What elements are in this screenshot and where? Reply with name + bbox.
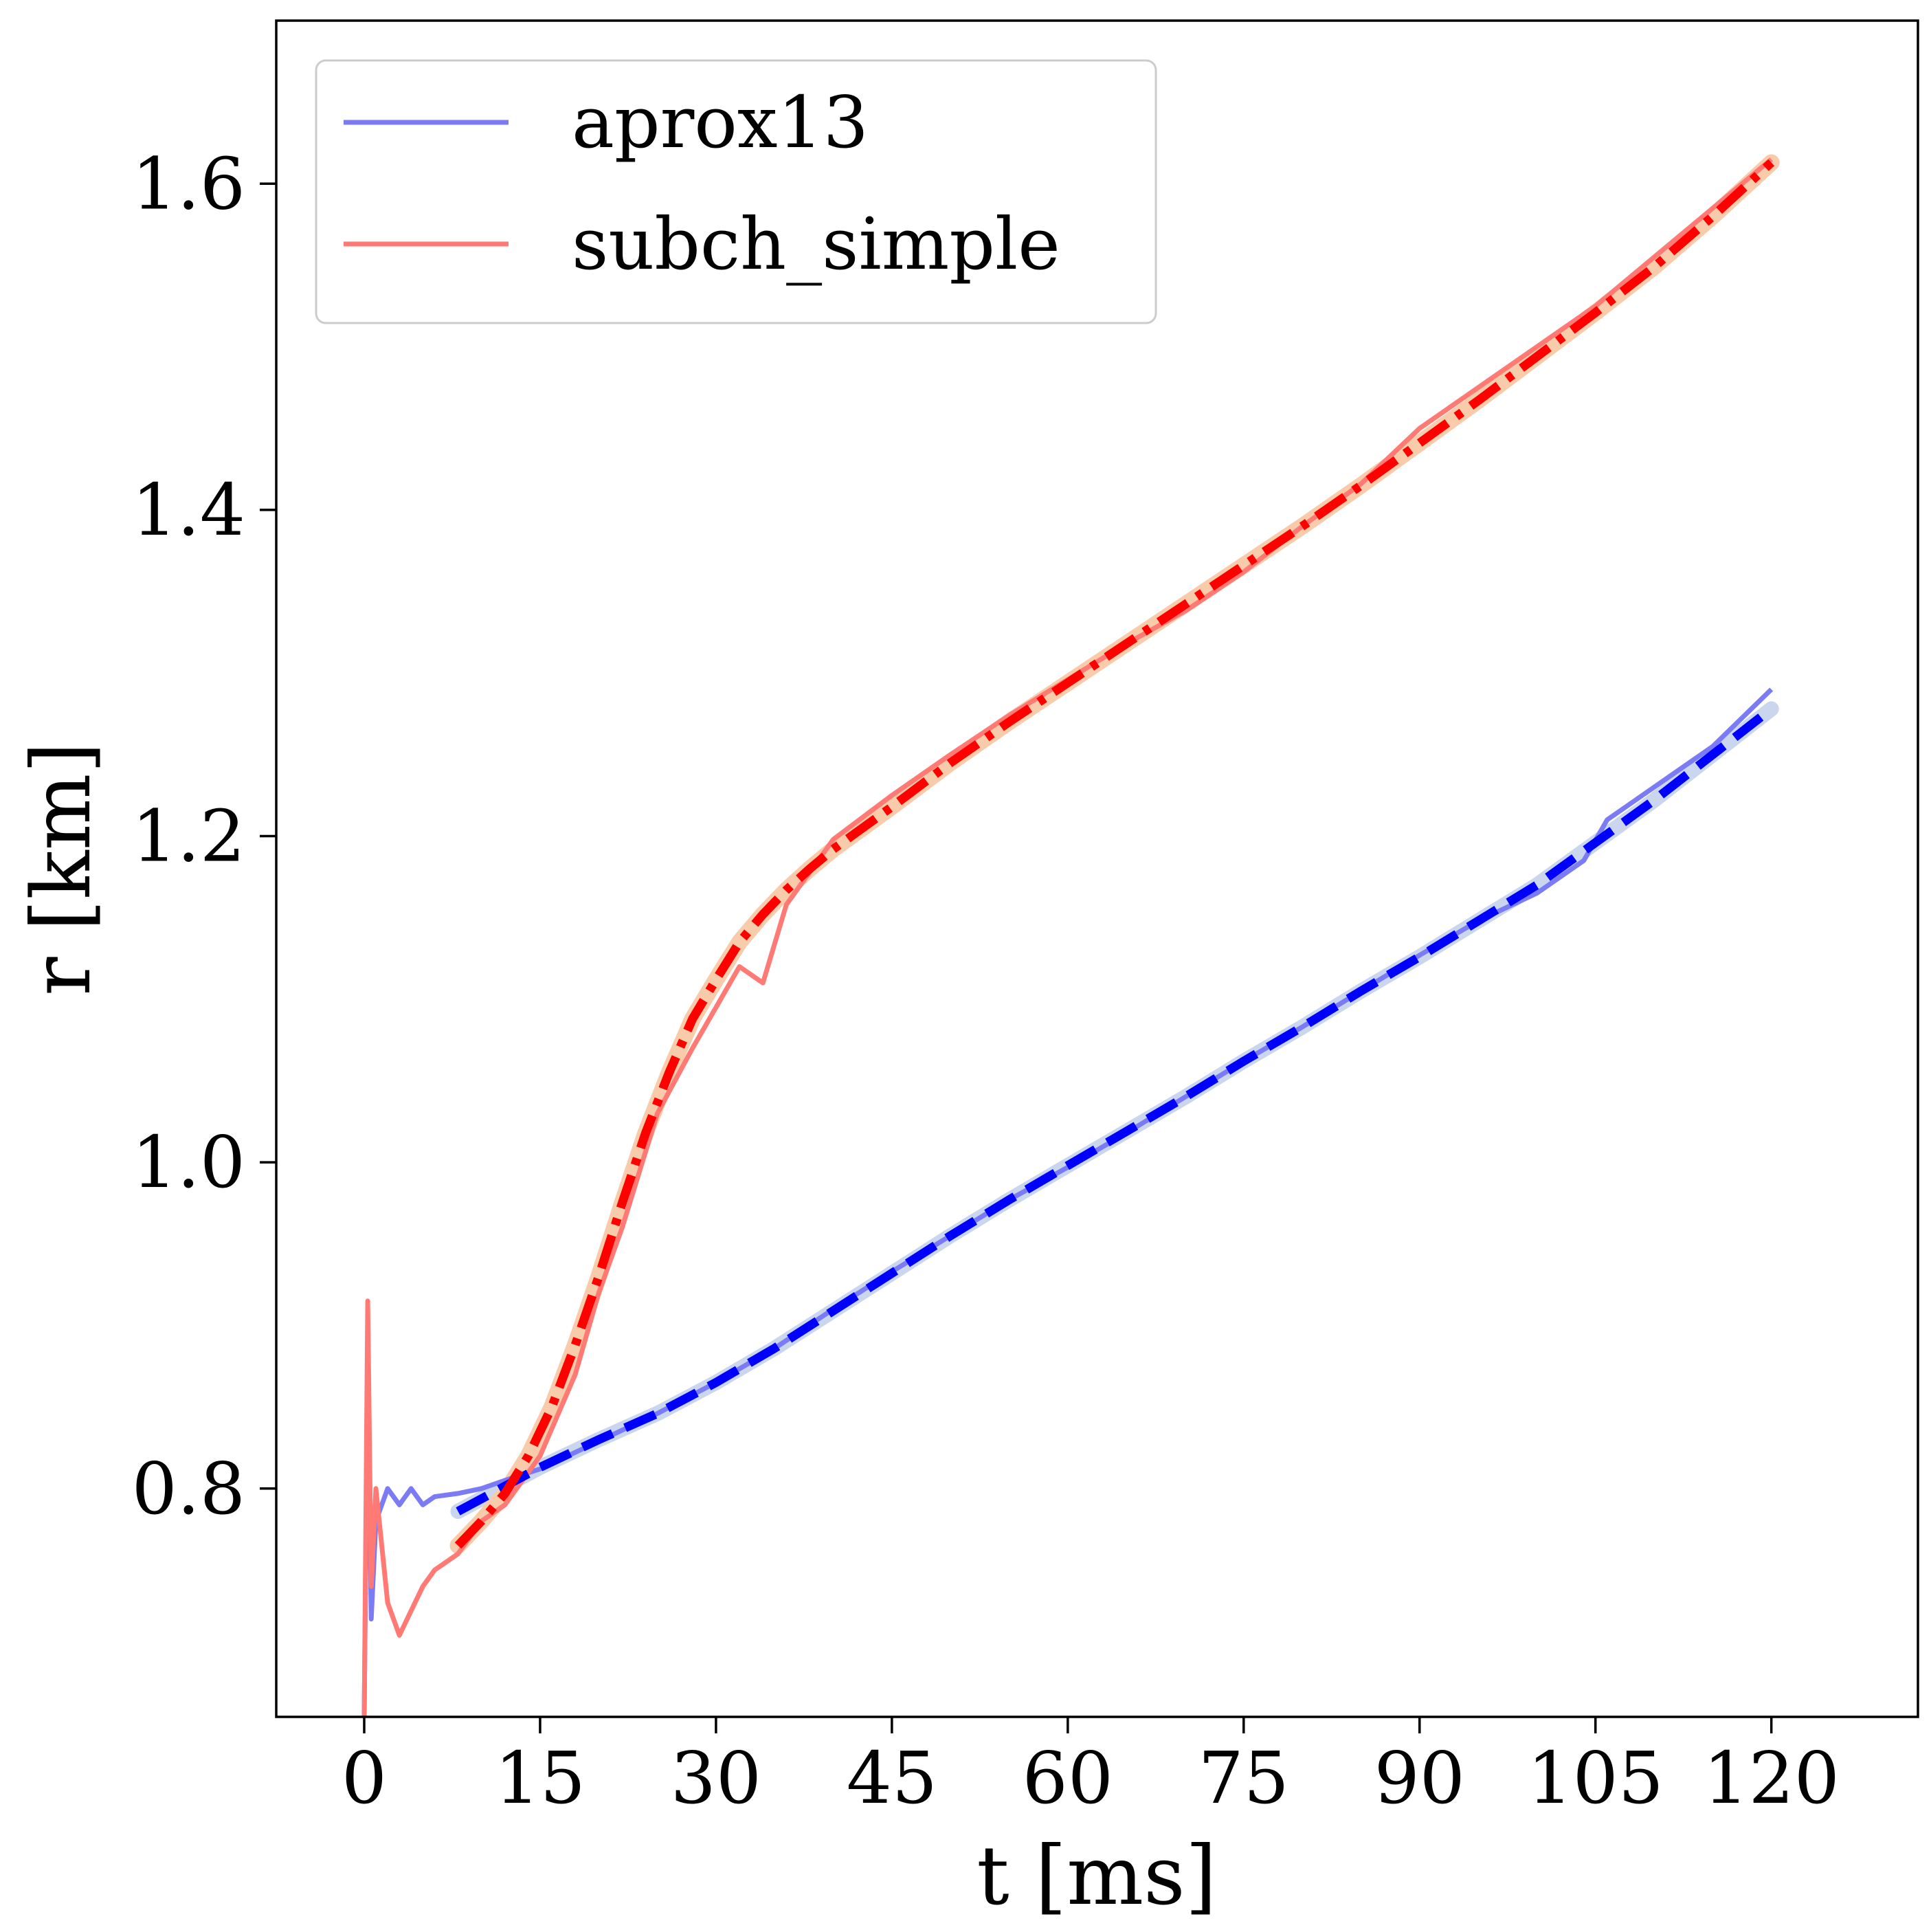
x-tick-label: 90 — [1374, 1736, 1465, 1820]
legend-label-aprox13: aprox13 — [572, 80, 869, 164]
y-tick-label: 1.2 — [132, 795, 245, 878]
x-axis: 0 15 30 45 60 75 90 105 120 — [342, 1717, 1840, 1820]
x-tick-label: 30 — [671, 1736, 761, 1820]
x-axis-label: t [ms] — [976, 1828, 1216, 1923]
x-tick-label: 45 — [847, 1736, 937, 1820]
y-axis-label: r [km] — [14, 742, 109, 995]
x-tick-label: 15 — [495, 1736, 585, 1820]
series-aprox13-fit — [456, 705, 1774, 1515]
series-subch-simple-fit — [454, 159, 1775, 1549]
series-layer — [361, 154, 1780, 1717]
legend-box — [315, 59, 1157, 324]
x-tick-label: 75 — [1198, 1736, 1289, 1820]
x-tick-label: 60 — [1023, 1736, 1113, 1820]
x-tick-label: 105 — [1527, 1736, 1664, 1820]
plot-frame — [275, 19, 1919, 1718]
x-tick-label: 120 — [1703, 1736, 1840, 1820]
series-subch-simple-data — [361, 157, 1773, 1717]
x-tick-label: 0 — [342, 1736, 387, 1820]
plot-area — [361, 154, 1780, 1717]
y-tick-label: 1.4 — [132, 468, 245, 552]
y-tick-label: 1.0 — [132, 1120, 245, 1204]
y-tick-label: 0.8 — [132, 1447, 245, 1531]
legend: aprox13 subch_simple — [315, 59, 1157, 324]
y-tick-label: 1.6 — [132, 142, 245, 225]
legend-label-subch-simple: subch_simple — [572, 202, 1060, 286]
y-axis: 0.8 1.0 1.2 1.4 1.6 — [132, 142, 276, 1531]
